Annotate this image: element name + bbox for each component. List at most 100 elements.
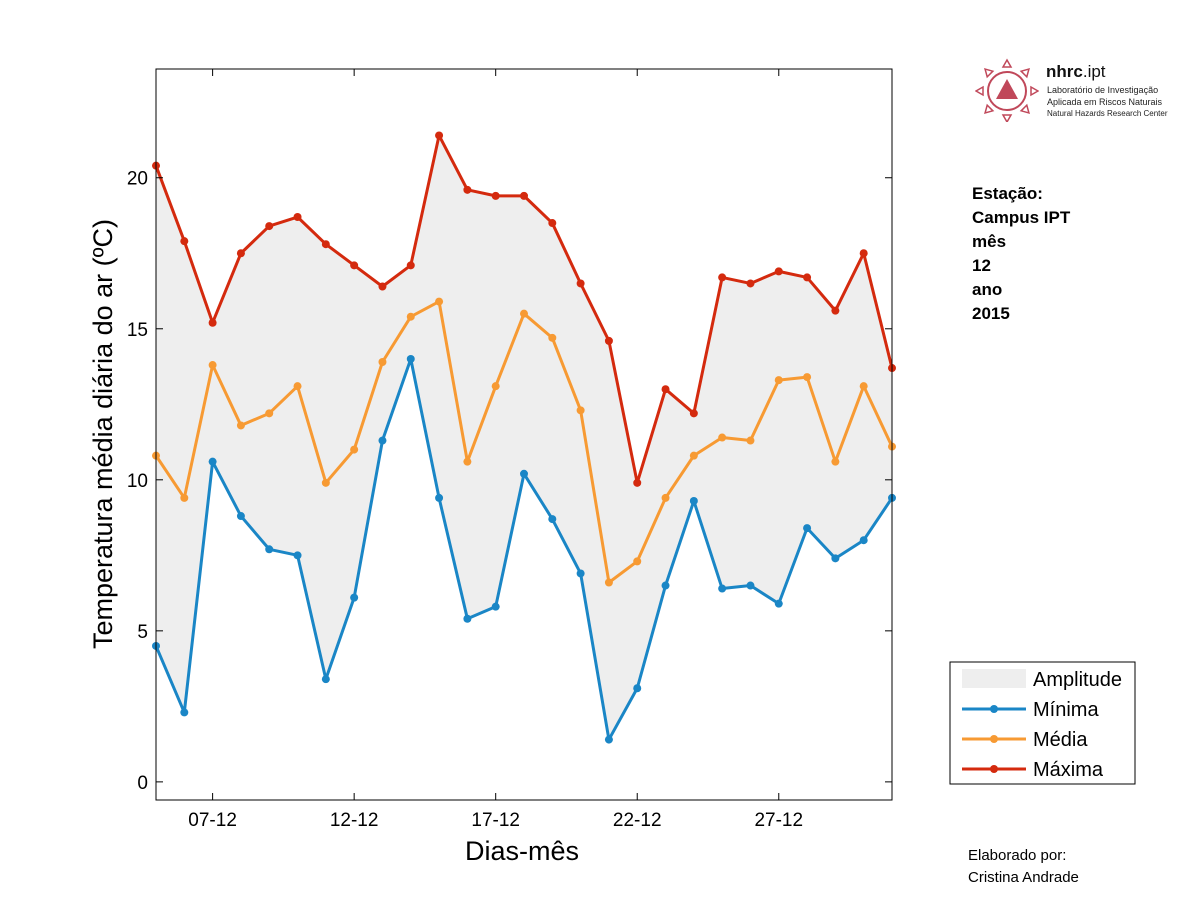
- data-point-media: [293, 382, 302, 391]
- amplitude-band: [156, 135, 892, 740]
- x-tick-label: 12-12: [330, 810, 379, 831]
- data-point-minima: [180, 708, 189, 717]
- data-point-media: [378, 358, 387, 367]
- data-point-maxima: [435, 131, 444, 140]
- y-tick-label: 10: [127, 471, 148, 492]
- logo-name: nhrc.ipt: [1046, 62, 1106, 82]
- data-point-media: [803, 373, 812, 382]
- credit-label: Elaborado por:: [968, 847, 1067, 864]
- legend-swatch-amplitude: [962, 669, 1026, 688]
- data-point-minima: [859, 536, 868, 545]
- data-point-minima: [378, 436, 387, 445]
- data-point-media: [321, 478, 330, 487]
- data-point-minima: [463, 614, 472, 623]
- data-point-maxima: [265, 222, 274, 231]
- data-point-minima: [236, 512, 245, 521]
- logo-line-3: Natural Hazards Research Center: [1047, 109, 1168, 118]
- data-point-minima: [265, 545, 274, 554]
- y-tick-label: 20: [127, 169, 148, 190]
- data-point-maxima: [350, 261, 359, 270]
- legend-marker-minima: [990, 705, 998, 713]
- x-axis-label: Dias-mês: [465, 836, 579, 866]
- data-point-minima: [803, 524, 812, 533]
- data-point-minima: [435, 493, 444, 502]
- logo-ray: [1001, 58, 1013, 68]
- data-point-maxima: [746, 279, 755, 288]
- y-axis-label: Temperatura média diária do ar (ºC): [88, 219, 118, 649]
- logo-ray: [984, 68, 995, 79]
- y-tick-label: 5: [137, 622, 148, 643]
- data-point-maxima: [633, 478, 642, 487]
- plot-frame: [155, 68, 893, 801]
- data-point-minima: [208, 457, 217, 466]
- logo-ray: [1001, 114, 1013, 122]
- data-point-media: [463, 457, 472, 466]
- data-point-maxima: [520, 191, 528, 200]
- data-point-minima: [718, 584, 727, 593]
- data-point-media: [831, 457, 840, 466]
- data-point-media: [208, 361, 217, 370]
- y-tick-label: 15: [127, 320, 148, 341]
- series-maxima: [152, 131, 896, 487]
- data-point-minima: [491, 602, 500, 611]
- logo: nhrc.ipt Laboratório de Investigação Apl…: [975, 58, 1190, 128]
- data-point-media: [859, 382, 868, 391]
- data-point-minima: [520, 469, 528, 478]
- legend-marker-maxima: [990, 765, 998, 773]
- credit: Elaborado por: Cristina Andrade: [968, 845, 1079, 889]
- series-media: [152, 297, 896, 587]
- data-point-media: [180, 493, 189, 502]
- logo-line-2: Aplicada em Riscos Naturais: [1047, 97, 1163, 107]
- logo-name-rest: .ipt: [1082, 62, 1106, 81]
- x-tick-label: 27-12: [754, 810, 803, 831]
- data-point-minima: [661, 581, 670, 590]
- x-tick-label: 22-12: [613, 810, 662, 831]
- data-point-maxima: [803, 273, 812, 282]
- data-point-media: [746, 436, 755, 445]
- data-point-maxima: [831, 306, 840, 315]
- station-label: Estação:: [972, 184, 1043, 203]
- data-point-maxima: [406, 261, 415, 270]
- data-point-maxima: [236, 249, 245, 258]
- data-point-minima: [633, 684, 642, 693]
- x-tick-label: 07-12: [188, 810, 237, 831]
- data-point-media: [265, 409, 274, 418]
- data-point-media: [435, 297, 444, 306]
- data-point-media: [491, 382, 500, 391]
- data-point-media: [718, 433, 727, 442]
- data-point-media: [661, 493, 670, 502]
- data-point-maxima: [180, 237, 189, 246]
- logo-triangle: [996, 79, 1018, 99]
- logo-ray: [1030, 85, 1039, 97]
- logo-ray: [984, 103, 995, 114]
- logo-ray: [1019, 103, 1030, 114]
- data-point-minima: [406, 354, 415, 363]
- data-point-maxima: [604, 336, 613, 345]
- data-point-media: [350, 445, 359, 454]
- data-point-maxima: [321, 240, 330, 249]
- legend-label-media: Média: [1033, 729, 1088, 751]
- legend-marker-media: [990, 735, 998, 743]
- data-point-media: [406, 312, 415, 321]
- data-point-maxima: [576, 279, 585, 288]
- data-point-minima: [321, 675, 330, 684]
- logo-ray: [1019, 68, 1030, 79]
- data-point-maxima: [208, 318, 217, 327]
- data-point-minima: [350, 593, 359, 602]
- legend-label-maxima: Máxima: [1033, 759, 1104, 781]
- data-point-maxima: [859, 249, 868, 258]
- data-point-maxima: [293, 213, 302, 222]
- data-point-media: [633, 557, 642, 566]
- legend-label-amplitude: Amplitude: [1033, 669, 1122, 691]
- credit-author: Cristina Andrade: [968, 869, 1079, 886]
- data-point-minima: [604, 735, 613, 744]
- data-point-minima: [746, 581, 755, 590]
- month-label: mês: [972, 232, 1007, 251]
- data-point-media: [548, 333, 557, 342]
- data-point-media: [520, 309, 528, 318]
- year-value: 2015: [972, 304, 1010, 323]
- data-point-media: [689, 451, 698, 460]
- logo-name-bold: nhrc: [1046, 62, 1083, 81]
- logo-mark-icon: [975, 58, 1039, 122]
